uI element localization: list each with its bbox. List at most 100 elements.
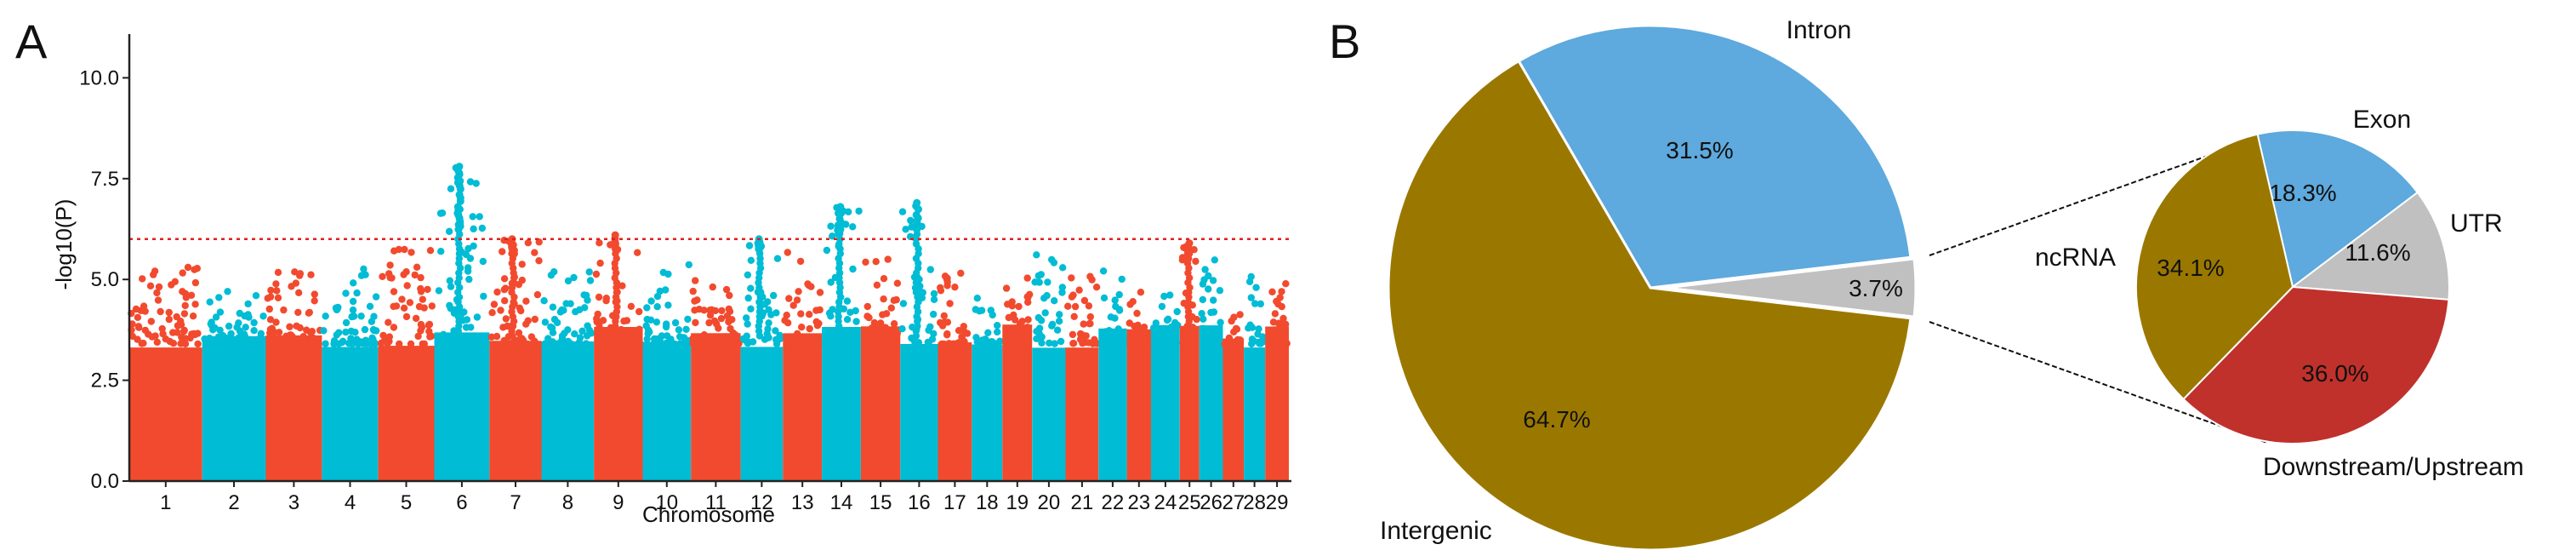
x-tick-label: 27	[1222, 491, 1245, 514]
snp-point	[493, 288, 501, 296]
snp-point	[744, 339, 752, 347]
snp-point	[685, 261, 692, 269]
snp-point	[385, 270, 393, 278]
snp-point	[647, 316, 655, 324]
snp-point	[275, 329, 283, 336]
snp-point	[1282, 320, 1290, 328]
chromosome-18-band	[972, 344, 1003, 481]
snp-point	[798, 324, 806, 331]
snp-point	[228, 335, 236, 343]
snp-point	[407, 249, 415, 256]
chromosome-6-band	[434, 332, 490, 481]
snp-point	[1051, 297, 1058, 305]
snp-point	[855, 207, 863, 215]
snp-point	[1069, 291, 1077, 299]
snp-point	[829, 232, 836, 240]
snp-point	[987, 307, 995, 314]
snp-point	[1155, 330, 1163, 338]
snp-point	[794, 330, 801, 338]
snp-point	[175, 321, 183, 330]
snp-point	[710, 335, 717, 343]
snp-point	[893, 329, 901, 336]
snp-point	[250, 318, 258, 327]
snp-point	[1247, 272, 1255, 281]
snp-point	[1210, 296, 1217, 304]
snp-point	[827, 222, 835, 230]
snp-point	[580, 291, 588, 299]
pie-inset-percent-label: 11.6%	[2345, 239, 2410, 266]
snp-point	[873, 281, 881, 289]
snp-point	[501, 297, 509, 305]
snp-point	[267, 286, 275, 295]
snp-point	[1104, 339, 1112, 347]
snp-point	[1217, 318, 1224, 326]
pie-inset-percent-label: 18.3%	[2269, 180, 2336, 206]
snp-point	[887, 304, 896, 312]
snp-point	[544, 335, 552, 342]
x-tick-label: 8	[562, 491, 573, 514]
snp-point	[940, 312, 949, 320]
x-tick-label: 11	[705, 491, 727, 514]
manhattan-axes: 1 2 3 4 5 6 7 8 9 10 11 12 13 14 15 16 17 18 19 20 21 22 23 24 2…	[79, 34, 1291, 514]
x-tick-label: 7	[510, 491, 521, 514]
snp-point	[1272, 326, 1279, 334]
snp-point	[1145, 340, 1153, 347]
snp-point	[360, 265, 368, 273]
snp-point	[180, 327, 188, 335]
snp-point	[728, 316, 736, 324]
x-tick-label: 24	[1154, 491, 1177, 514]
snp-point	[1102, 328, 1110, 335]
snp-point	[424, 285, 431, 294]
snp-point	[244, 300, 252, 308]
snp-point	[523, 340, 531, 348]
snp-point	[689, 335, 697, 342]
snp-point	[827, 334, 835, 341]
snp-point	[1070, 312, 1078, 320]
snp-point	[366, 302, 374, 310]
snp-point	[500, 275, 509, 283]
snp-point	[499, 324, 507, 331]
snp-point	[309, 340, 316, 348]
snp-point	[345, 340, 353, 347]
snp-point	[863, 338, 871, 346]
snp-point	[938, 322, 947, 330]
snp-point	[772, 327, 779, 335]
snp-point	[1256, 340, 1263, 347]
snp-point	[440, 330, 447, 338]
snp-point	[689, 340, 697, 347]
snp-point	[852, 307, 859, 315]
snp-point	[379, 272, 386, 280]
snp-point	[675, 326, 683, 334]
snp-point	[849, 265, 857, 273]
snp-point	[535, 257, 543, 265]
chromosome-7-band	[489, 341, 542, 481]
snp-point	[1080, 320, 1087, 328]
snp-point	[721, 333, 729, 341]
chromosome-28-band	[1244, 347, 1266, 481]
snp-point	[1166, 291, 1174, 299]
x-tick-label: 21	[1071, 491, 1094, 514]
snp-point	[1075, 286, 1083, 294]
snp-point	[342, 328, 350, 336]
snp-point	[1086, 319, 1094, 328]
snp-point	[493, 332, 501, 341]
snp-point	[1112, 333, 1120, 341]
snp-point	[1251, 300, 1259, 307]
snp-point	[930, 289, 938, 298]
snp-point	[1268, 288, 1276, 295]
snp-point	[813, 335, 821, 344]
snp-point	[225, 322, 233, 330]
chromosome-8-band	[541, 341, 595, 481]
snp-point	[689, 287, 697, 295]
snp-point	[1089, 340, 1097, 347]
snp-point	[1230, 328, 1238, 335]
snp-point	[180, 310, 189, 318]
snp-point	[1069, 340, 1078, 347]
chromosome-27-points	[1221, 311, 1245, 481]
chromosome-19-points	[1002, 274, 1034, 481]
snp-point	[731, 337, 738, 346]
chromosome-10-points	[642, 261, 692, 481]
chromosome-18-points	[972, 295, 1004, 481]
snp-point	[872, 258, 880, 266]
snp-point	[1056, 311, 1063, 318]
